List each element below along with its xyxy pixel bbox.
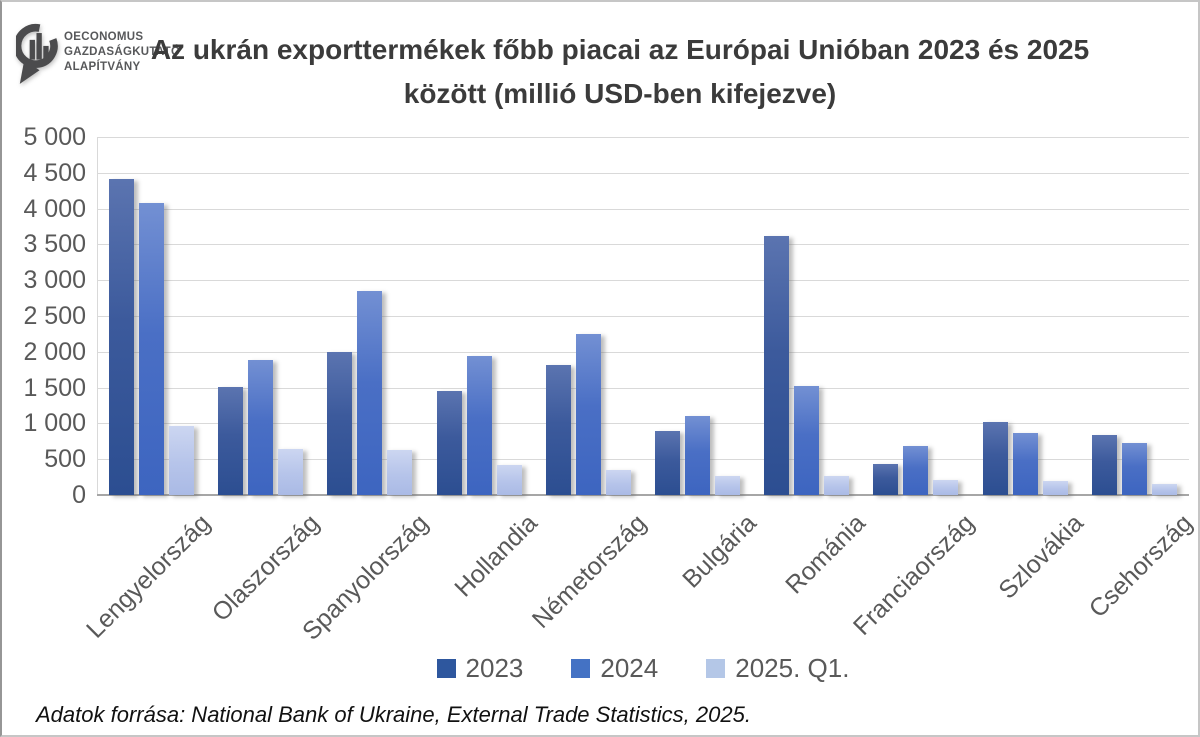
legend-label: 2023 xyxy=(465,653,524,683)
gridline xyxy=(97,423,1189,425)
bar xyxy=(903,445,929,495)
gridline xyxy=(97,172,1189,174)
y-axis-label: 4 500 xyxy=(23,158,86,187)
gridline xyxy=(97,280,1189,282)
bar xyxy=(327,351,353,495)
bar xyxy=(605,469,631,495)
bar xyxy=(655,431,681,495)
bar xyxy=(357,290,383,495)
bar xyxy=(248,360,274,495)
x-axis-label: Németország xyxy=(527,509,653,634)
x-axis-label: Csehország xyxy=(1084,509,1199,624)
bar-group xyxy=(752,137,861,495)
y-axis-label: 3 000 xyxy=(23,266,86,295)
bar xyxy=(873,463,899,495)
bar xyxy=(139,202,165,495)
gridline xyxy=(97,137,1189,138)
bar xyxy=(1012,432,1038,495)
bar xyxy=(575,333,601,495)
gridline xyxy=(97,244,1189,246)
x-axis-label: Románia xyxy=(780,509,871,600)
bar xyxy=(278,448,304,495)
bar xyxy=(1042,480,1068,495)
y-axis-labels: 5 000 4 500 4 000 3 500 3 000 2 500 2 000 1 500… xyxy=(2,123,86,509)
bar-group xyxy=(534,137,643,495)
logo-text-line: OECONOMUS xyxy=(64,31,144,43)
gridline xyxy=(97,459,1189,461)
bar xyxy=(685,415,711,495)
bar-group xyxy=(315,137,424,495)
chart-title: Az ukrán exporttermékek főbb piacai az E… xyxy=(112,28,1128,116)
oeconomus-logo-icon xyxy=(16,23,58,84)
bar xyxy=(1091,434,1117,495)
chart-legend: 2023 2024 2025. Q1. xyxy=(97,653,1189,684)
bar xyxy=(824,476,850,495)
x-axis-line xyxy=(97,494,1189,496)
logo-text: OECONOMUS GAZDASÁGKUTATÓ ALAPÍTVÁNY xyxy=(64,31,180,73)
y-axis-line xyxy=(97,137,98,495)
logo-text-line: GAZDASÁGKUTATÓ xyxy=(64,46,181,58)
legend-item: 2025. Q1. xyxy=(706,653,849,684)
bar xyxy=(1151,483,1177,495)
legend-swatch xyxy=(706,659,726,678)
gridline xyxy=(97,387,1189,389)
chart-title-line2: között (millió USD-ben kifejezve) xyxy=(403,78,837,109)
bar-group xyxy=(1080,137,1189,495)
y-axis-label: 1 500 xyxy=(23,373,86,402)
gridline xyxy=(97,316,1189,317)
y-axis-label: 500 xyxy=(44,445,86,474)
bar-group xyxy=(643,137,752,495)
x-axis-label: Hollandia xyxy=(449,509,543,603)
y-axis-label: 2 000 xyxy=(23,337,86,366)
x-axis-label: Olaszország xyxy=(206,509,325,628)
bar xyxy=(1121,443,1147,495)
bar xyxy=(715,475,741,495)
bar xyxy=(496,464,522,495)
bar-group xyxy=(425,137,534,495)
bar xyxy=(218,386,244,495)
chart-title-line1: Az ukrán exporttermékek főbb piacai az E… xyxy=(150,34,1090,65)
y-axis-label: 0 xyxy=(72,481,86,509)
bar-group xyxy=(97,137,206,495)
y-axis-label: 2 500 xyxy=(23,302,86,330)
source-note: Adatok forrása: National Bank of Ukraine… xyxy=(36,702,751,727)
x-axis-label: Lengyelország xyxy=(80,509,216,644)
legend-swatch xyxy=(571,659,591,678)
legend-item: 2023 xyxy=(436,653,524,684)
y-axis-label: 1 000 xyxy=(23,409,86,438)
legend-label: 2024 xyxy=(600,653,659,683)
bar xyxy=(545,364,571,495)
gridline xyxy=(97,351,1189,353)
legend-label: 2025. Q1. xyxy=(735,653,850,683)
bar xyxy=(794,386,820,495)
x-axis-label: Bulgária xyxy=(676,509,762,594)
bar xyxy=(466,356,492,495)
y-axis-label: 4 000 xyxy=(23,194,86,223)
y-axis-label: 5 000 xyxy=(23,123,86,151)
bar xyxy=(764,235,790,495)
x-axis-label: Szlovákia xyxy=(993,509,1089,605)
bar-group xyxy=(861,137,970,495)
bar xyxy=(109,178,135,495)
gridline xyxy=(97,208,1189,210)
logo-text-line: ALAPÍTVÁNY xyxy=(64,61,141,73)
bar xyxy=(169,425,195,495)
legend-swatch xyxy=(436,659,456,678)
legend-item: 2024 xyxy=(571,653,658,684)
oeconomus-logo: OECONOMUS GAZDASÁGKUTATÓ ALAPÍTVÁNY xyxy=(16,12,180,92)
bar xyxy=(982,422,1008,495)
bar xyxy=(933,480,959,495)
y-axis-label: 3 500 xyxy=(23,230,86,259)
bar-group xyxy=(206,137,315,495)
bar-group xyxy=(971,137,1080,495)
bar xyxy=(436,391,462,495)
bar-chart-plot-area: Lengyelország Olaszország Spanyolország Hol… xyxy=(81,137,1198,646)
bar xyxy=(387,449,413,495)
